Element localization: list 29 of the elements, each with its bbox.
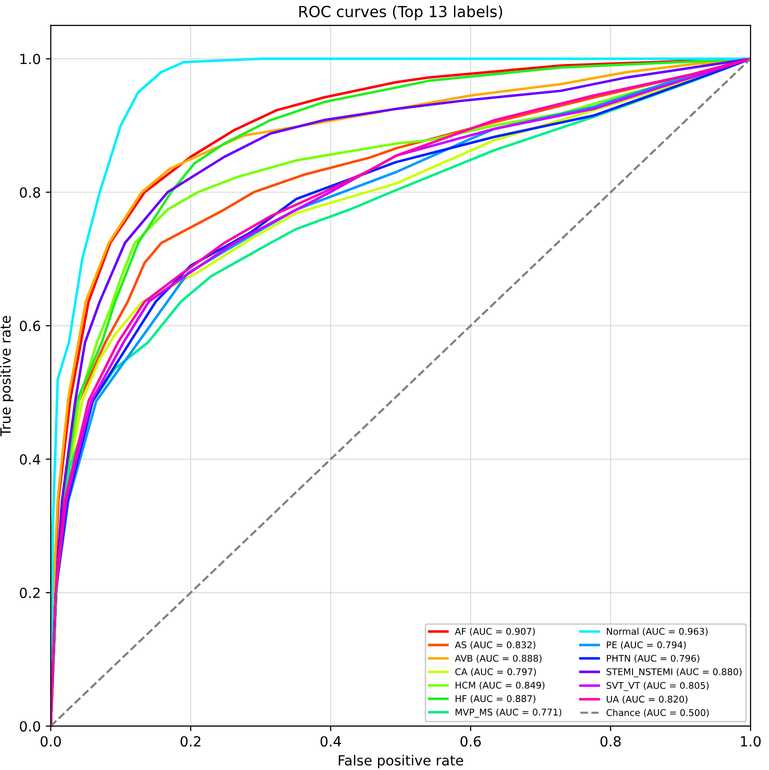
- legend-label: PE (AUC = 0.794): [606, 641, 686, 650]
- legend-label: SVT_VT (AUC = 0.805): [606, 682, 709, 691]
- y-tick-label: 0.6: [20, 320, 40, 332]
- y-tick-label: 0.0: [20, 721, 40, 732]
- legend-label: UA (AUC = 0.820): [606, 696, 688, 704]
- y-tick-label: 0.2: [20, 588, 40, 598]
- x-tick-label: 0.0: [40, 736, 61, 747]
- x-tick-label: 1.0: [741, 736, 761, 747]
- legend-label: AF (AUC = 0.907): [454, 628, 535, 636]
- x-axis-title: False positive rate: [338, 754, 464, 768]
- y-tick-label: 0.8: [20, 187, 40, 198]
- legend-label: Normal (AUC = 0.963): [606, 628, 708, 636]
- legend-label: AS (AUC = 0.832): [454, 641, 536, 650]
- y-tick-label: 0.4: [20, 454, 40, 465]
- y-axis-title: True positive rate: [0, 316, 14, 436]
- legend-label: MVP_MS (AUC = 0.771): [456, 708, 562, 718]
- x-tick-label: 0.2: [180, 736, 200, 747]
- x-tick-label: 0.6: [460, 736, 481, 747]
- legend-label: CA (AUC = 0.797): [455, 668, 536, 676]
- legend-label: AVB (AUC = 0.888): [454, 654, 542, 663]
- x-tick-label: 0.8: [600, 736, 621, 747]
- legend-label: PHTN (AUC = 0.796): [606, 654, 700, 663]
- legend-label: STEMI_NSTEMI (AUC = 0.880): [606, 668, 742, 678]
- x-tick-label: 0.4: [320, 736, 341, 747]
- y-tick-label: 1.0: [20, 54, 40, 64]
- legend-label: Chance (AUC = 0.500): [606, 708, 709, 718]
- chart-title: ROC curves (Top 13 labels): [299, 5, 502, 20]
- legend-label: HCM (AUC = 0.849): [456, 682, 544, 690]
- legend-label: HF (AUC = 0.887): [456, 695, 536, 704]
